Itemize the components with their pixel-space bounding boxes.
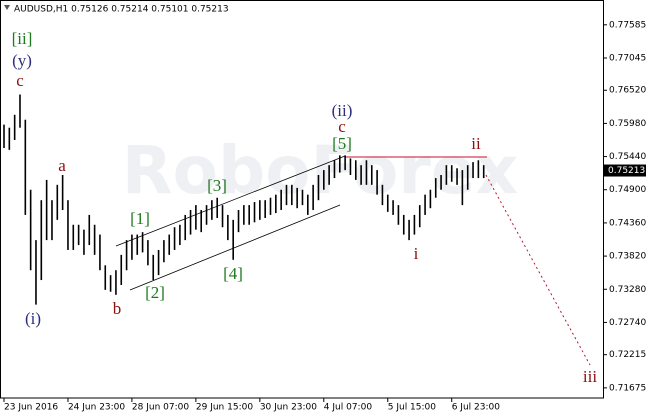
x-tick-label: 30 Jun 23:00 xyxy=(260,403,317,413)
wave-label: b xyxy=(113,299,122,318)
wave-label: [ii] xyxy=(12,29,33,48)
watermark: RoboForex xyxy=(122,132,518,209)
x-tick-label: 28 Jun 07:00 xyxy=(132,403,189,413)
wave-label: ii xyxy=(471,134,481,153)
wave-label: (y) xyxy=(12,51,32,70)
x-tick-label: 4 Jul 07:00 xyxy=(324,403,373,413)
x-tick-label: 24 Jun 23:00 xyxy=(68,403,125,413)
last-price-label: 0.75213 xyxy=(608,166,645,176)
y-tick-label: 0.77045 xyxy=(609,53,646,63)
y-tick-label: 0.75980 xyxy=(609,119,646,129)
wave-label: iii xyxy=(583,367,597,386)
wave-label: c xyxy=(16,71,24,90)
last-price-box xyxy=(604,164,646,177)
x-tick-label: 6 Jul 23:00 xyxy=(452,403,501,413)
plot-frame xyxy=(0,0,604,399)
wave-label: (i) xyxy=(25,309,41,328)
wave-label: [4] xyxy=(223,264,243,283)
x-tick-label: 23 Jun 2016 xyxy=(4,403,58,413)
wave-label: [2] xyxy=(145,283,165,302)
y-tick-label: 0.76520 xyxy=(609,86,646,96)
y-tick-label: 0.71675 xyxy=(609,383,646,393)
wave-label: a xyxy=(58,156,66,175)
wave-label: [1] xyxy=(130,209,150,228)
y-tick-label: 0.74900 xyxy=(609,185,646,195)
wave-label: (ii) xyxy=(332,101,353,120)
menu-icon xyxy=(4,5,10,10)
wave-label: [5] xyxy=(332,134,352,153)
channel-upper xyxy=(115,155,346,247)
y-tick-label: 0.73280 xyxy=(609,285,646,295)
wave-label: i xyxy=(414,244,419,263)
y-tick-label: 0.73820 xyxy=(609,252,646,262)
x-tick-label: 29 Jun 15:00 xyxy=(196,403,253,413)
y-tick-label: 0.77585 xyxy=(609,20,646,30)
y-tick-label: 0.75440 xyxy=(609,152,646,162)
y-tick-label: 0.72215 xyxy=(609,350,646,360)
chart-header: AUDUSD,H1 0.75126 0.75214 0.75101 0.7521… xyxy=(14,5,229,15)
y-tick-label: 0.72740 xyxy=(609,318,646,328)
x-tick-label: 5 Jul 15:00 xyxy=(388,403,437,413)
wave-label: [3] xyxy=(207,176,227,195)
channel-lower xyxy=(129,204,341,291)
y-tick-label: 0.74360 xyxy=(609,218,646,228)
projection-line xyxy=(485,174,591,366)
wave-label: c xyxy=(338,117,346,136)
